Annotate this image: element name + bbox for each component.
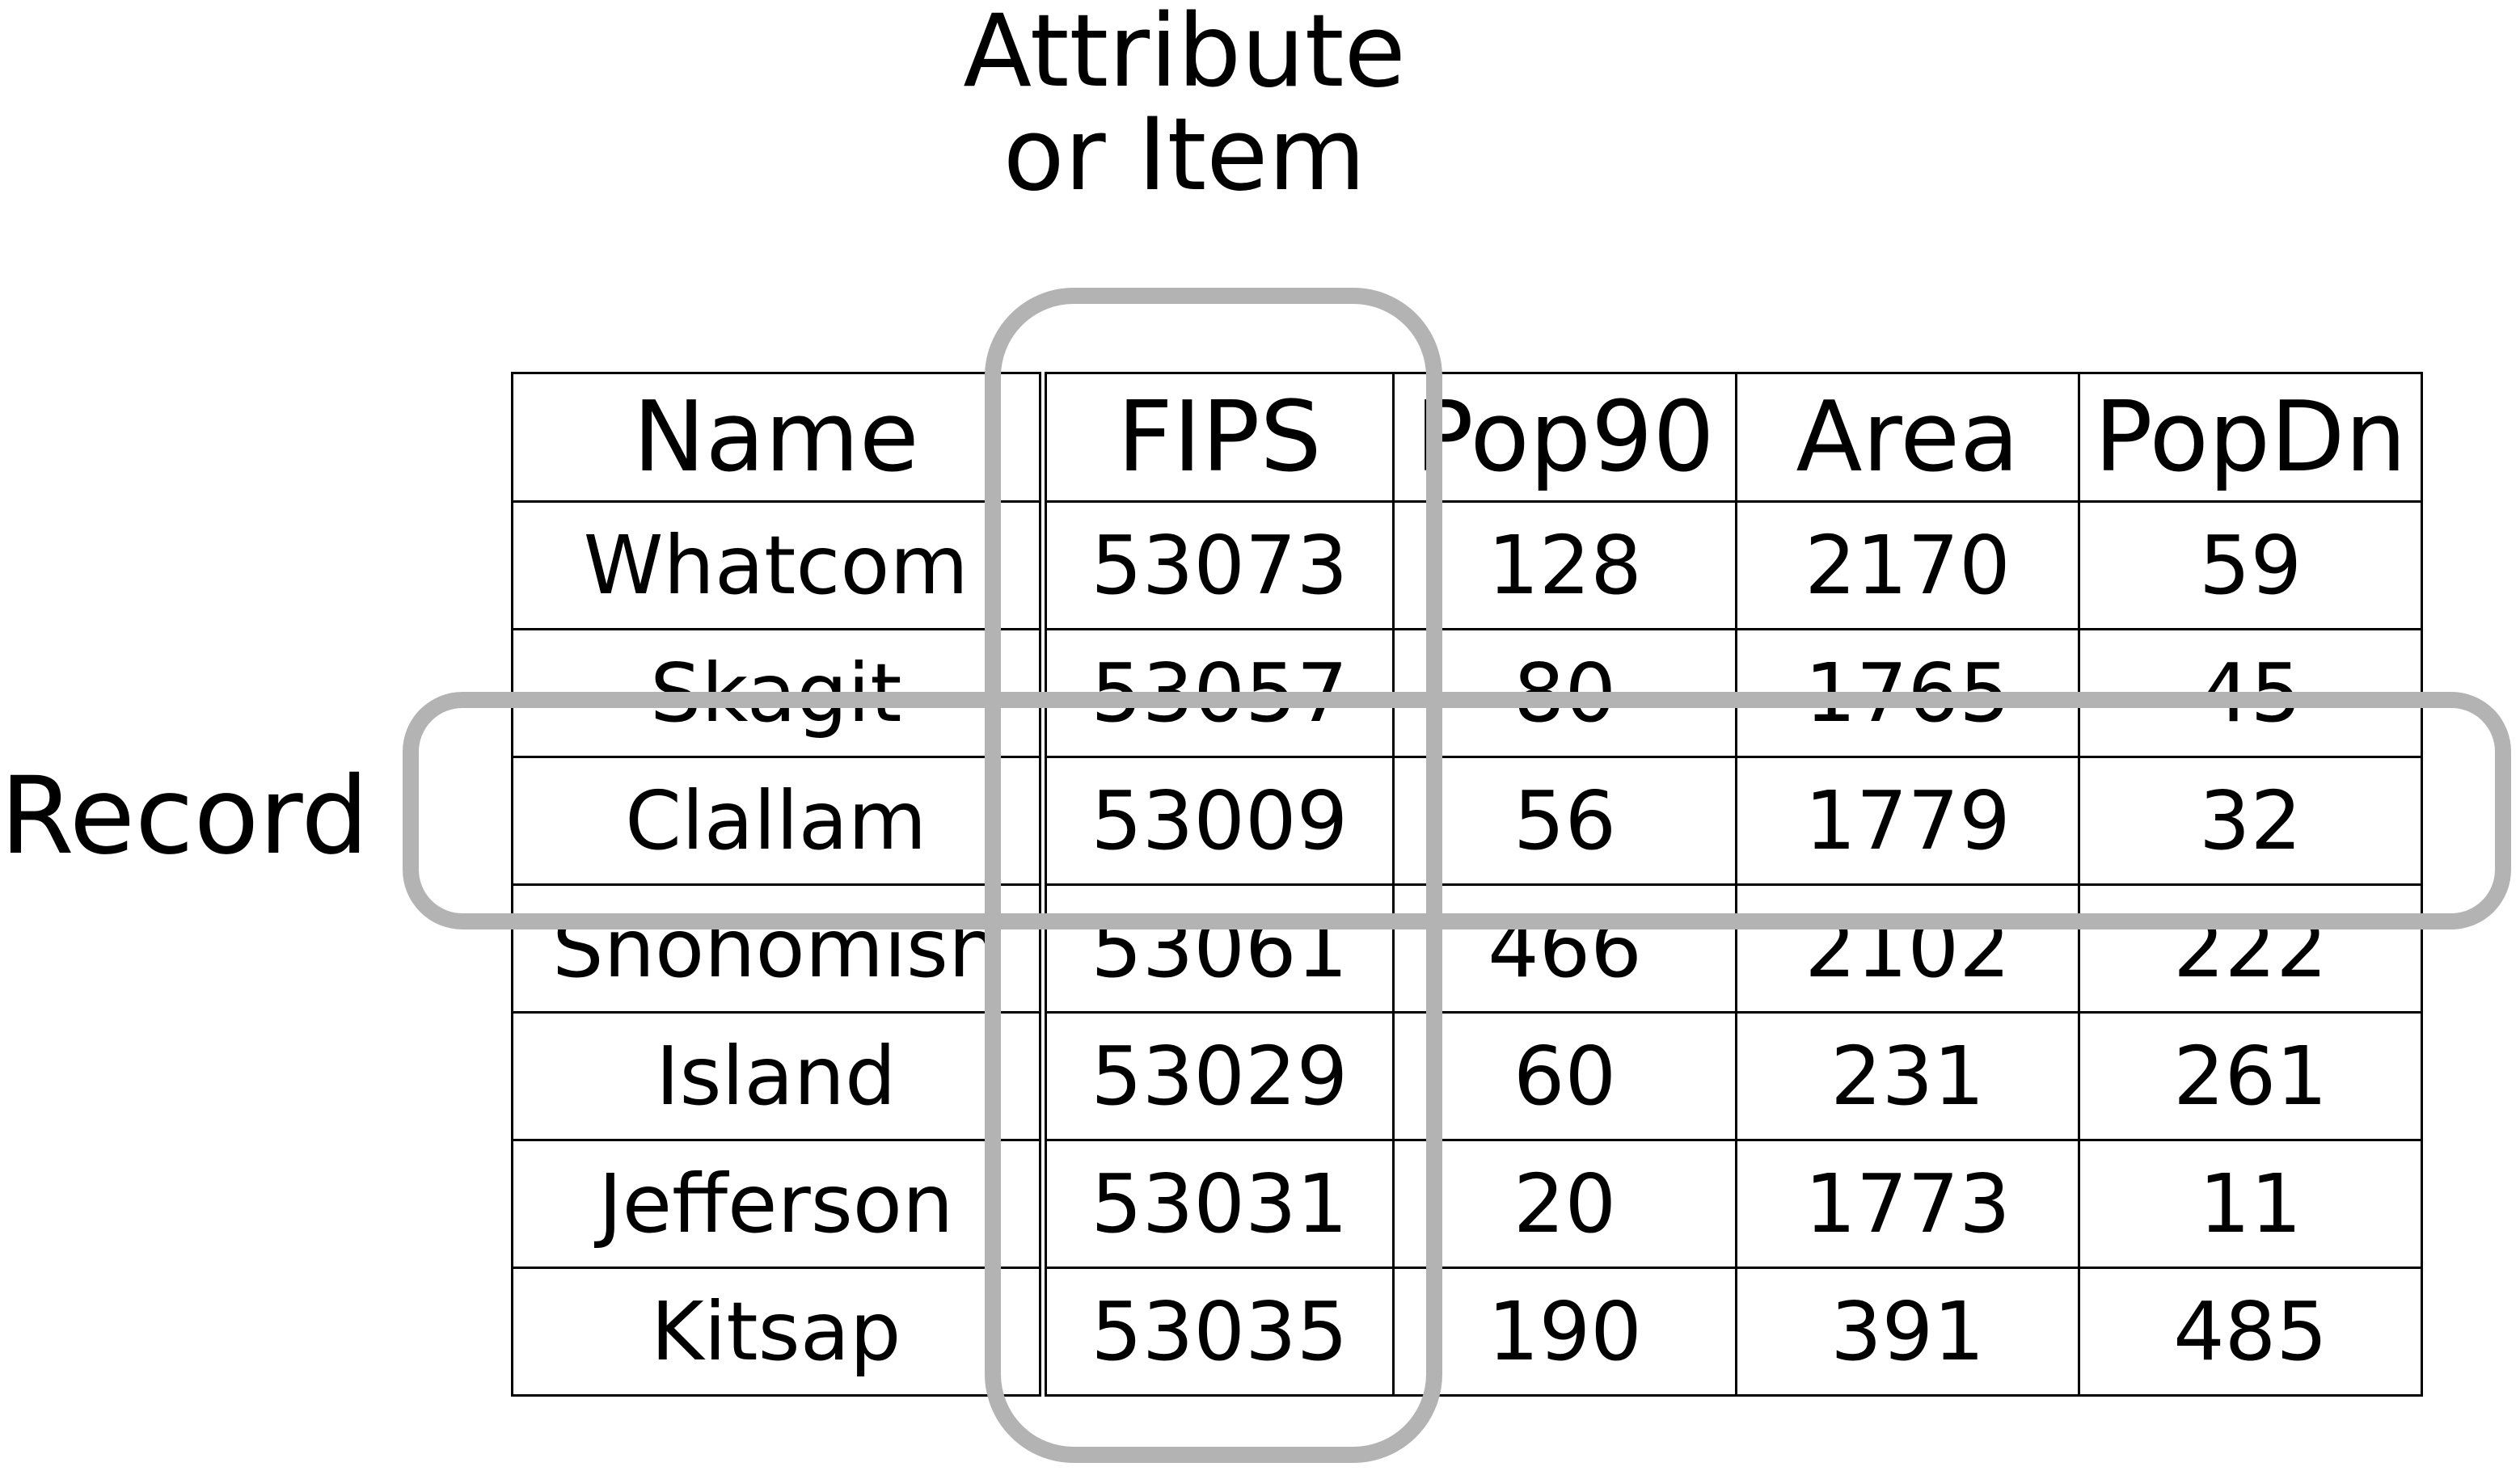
table-row: Snohomish 53061 466 2102 222: [511, 883, 2423, 1014]
cell-fips: 53057: [1038, 628, 1395, 758]
table-row: Jefferson 53031 20 1773 11: [511, 1139, 2423, 1269]
cell-pop90: 60: [1392, 1011, 1737, 1141]
cell-name: Jefferson: [511, 1139, 1044, 1269]
header-fips: FIPS: [1038, 372, 1395, 503]
cell-name: Island: [511, 1011, 1044, 1141]
cell-area: 1779: [1735, 756, 2080, 886]
attribute-label-line2: or Item: [1003, 97, 1366, 213]
cell-fips: 53061: [1038, 883, 1395, 1014]
cell-pop90: 128: [1392, 500, 1737, 630]
cell-fips: 53035: [1038, 1267, 1395, 1397]
cell-pop90: 56: [1392, 756, 1737, 886]
attribute-label-line1: Attribute: [963, 0, 1406, 110]
attribute-label: Attribute or Item: [930, 0, 1439, 207]
record-label: Record: [0, 754, 369, 879]
cell-popdn: 59: [2078, 500, 2423, 630]
cell-popdn: 261: [2078, 1011, 2423, 1141]
table-row: Whatcom 53073 128 2170 59: [511, 500, 2423, 630]
cell-pop90: 466: [1392, 883, 1737, 1014]
cell-area: 1765: [1735, 628, 2080, 758]
cell-popdn: 485: [2078, 1267, 2423, 1397]
cell-name: Snohomish: [511, 883, 1044, 1014]
cell-pop90: 80: [1392, 628, 1737, 758]
table-header-row: Name FIPS Pop90 Area PopDn: [511, 372, 2423, 503]
cell-area: 2102: [1735, 883, 2080, 1014]
table-row: Clallam 53009 56 1779 32: [511, 756, 2423, 886]
header-popdn: PopDn: [2078, 372, 2423, 503]
cell-area: 1773: [1735, 1139, 2080, 1269]
header-name: Name: [511, 372, 1044, 503]
cell-popdn: 222: [2078, 883, 2423, 1014]
cell-fips: 53031: [1038, 1139, 1395, 1269]
cell-popdn: 45: [2078, 628, 2423, 758]
cell-name: Clallam: [511, 756, 1044, 886]
attribute-table: Name FIPS Pop90 Area PopDn Whatcom 53073…: [511, 372, 2423, 1397]
table-row: Kitsap 53035 190 391 485: [511, 1267, 2423, 1397]
cell-area: 2170: [1735, 500, 2080, 630]
cell-popdn: 11: [2078, 1139, 2423, 1269]
cell-fips: 53009: [1038, 756, 1395, 886]
cell-pop90: 190: [1392, 1267, 1737, 1397]
header-area: Area: [1735, 372, 2080, 503]
cell-area: 391: [1735, 1267, 2080, 1397]
cell-pop90: 20: [1392, 1139, 1737, 1269]
cell-area: 231: [1735, 1011, 2080, 1141]
table-row: Island 53029 60 231 261: [511, 1011, 2423, 1141]
table-row: Skagit 53057 80 1765 45: [511, 628, 2423, 758]
cell-name: Skagit: [511, 628, 1044, 758]
cell-fips: 53029: [1038, 1011, 1395, 1141]
header-pop90: Pop90: [1392, 372, 1737, 503]
cell-name: Kitsap: [511, 1267, 1044, 1397]
cell-fips: 53073: [1038, 500, 1395, 630]
cell-popdn: 32: [2078, 756, 2423, 886]
cell-name: Whatcom: [511, 500, 1044, 630]
